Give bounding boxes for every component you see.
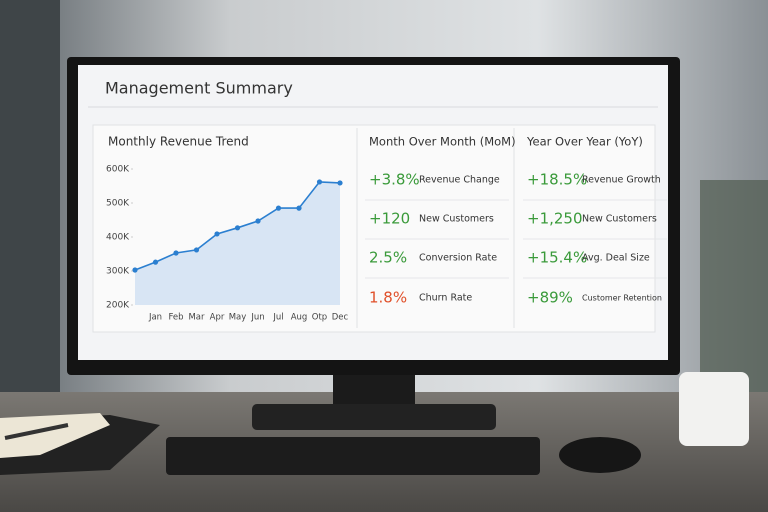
kpi-label: Revenue Change <box>419 175 500 186</box>
point <box>193 247 200 253</box>
point <box>173 250 179 256</box>
point <box>214 231 220 237</box>
panel-title: Month Over Month (MoM) <box>369 135 516 149</box>
x-tick-label: Jul <box>272 313 283 323</box>
x-tick-label: Otp <box>312 313 327 323</box>
x-tick-label: Jan <box>148 313 162 323</box>
kpi-label: Conversion Rate <box>419 253 497 264</box>
x-tick-label: Feb <box>168 313 183 323</box>
keyboard <box>166 437 540 475</box>
point <box>316 179 323 185</box>
y-tick-label: 500K <box>106 199 130 209</box>
point <box>255 218 261 224</box>
y-tick-label: 600K <box>106 165 130 175</box>
x-tick-label: Dec <box>332 313 349 323</box>
panel-title: Year Over Year (YoY) <box>526 135 643 149</box>
kpi-label: Churn Rate <box>419 293 472 304</box>
chart-title: Monthly Revenue Trend <box>108 135 249 149</box>
x-tick-label: Apr <box>210 313 225 323</box>
point <box>234 225 241 231</box>
kpi-value: +15.4% <box>527 249 587 267</box>
point <box>152 259 159 265</box>
x-tick-label: Mar <box>188 313 205 323</box>
plant <box>700 180 768 400</box>
point <box>132 267 138 273</box>
kpi-value: 1.8% <box>369 289 407 307</box>
area <box>135 181 340 305</box>
point <box>275 205 282 211</box>
kpi-value: 2.5% <box>369 249 407 267</box>
pen <box>4 423 69 440</box>
kpi-value: +1,250 <box>527 210 583 228</box>
dashboard-title: Management Summary <box>105 79 293 98</box>
kpi-value: +120 <box>369 210 410 228</box>
kpi-value: +18.5% <box>527 171 587 189</box>
kpi-value: +3.8% <box>369 171 420 189</box>
mouse <box>559 437 641 473</box>
y-tick-label: 300K <box>106 267 130 277</box>
y-tick-label: 200K <box>106 301 130 311</box>
x-tick-label: Jun <box>250 313 264 323</box>
point <box>296 205 302 211</box>
kpi-value: +89% <box>527 289 573 307</box>
x-tick-label: Aug <box>291 313 308 323</box>
monitor-stand <box>252 404 496 430</box>
kpi-label: Revenue Growth <box>582 175 661 186</box>
point <box>337 180 343 186</box>
y-tick-label: 400K <box>106 233 130 243</box>
kpi-label: New Customers <box>582 214 657 225</box>
kpi-label: New Customers <box>419 214 494 225</box>
x-tick-label: May <box>229 313 247 323</box>
kpi-label: Avg. Deal Size <box>582 253 650 264</box>
notepad <box>0 413 110 458</box>
mug <box>679 372 749 446</box>
window-frame <box>0 0 60 400</box>
kpi-label: Customer Retention <box>582 294 662 303</box>
